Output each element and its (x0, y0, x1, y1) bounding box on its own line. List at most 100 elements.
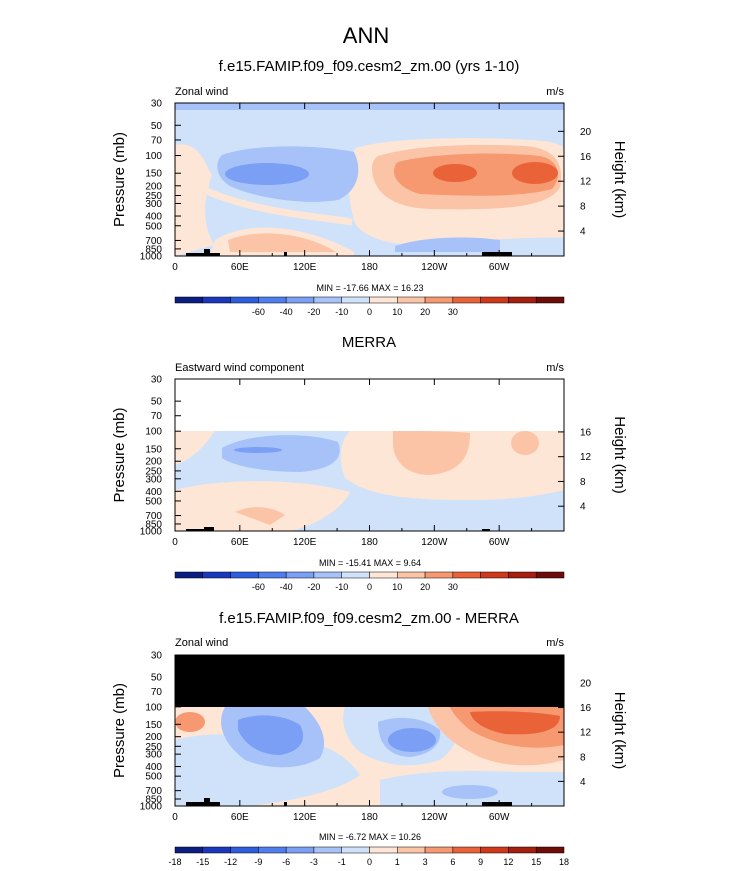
colorbar-swatch (508, 571, 537, 579)
colorbar: -60 -40 -20 -10 0 10 20 30 (174, 296, 565, 317)
colorbar-swatch (230, 846, 259, 854)
negative-contour-core (234, 447, 282, 453)
y-tick-label: 30 (151, 375, 163, 386)
colorbar-swatch (508, 296, 537, 304)
colorbar-swatch (313, 846, 342, 854)
y-tick-label: 250 (145, 742, 162, 753)
y-tick-label: 200 (145, 181, 162, 192)
y-axis-title: Pressure (mb) (111, 683, 128, 778)
y-tick-label: 500 (145, 772, 162, 783)
height-tick-label: 12 (580, 177, 592, 188)
variable-label: Eastward wind component (175, 362, 304, 374)
colorbar-label: -3 (310, 857, 318, 867)
positive-contour-west (175, 431, 215, 465)
y-tick-label: 500 (145, 496, 162, 507)
colorbar-swatch (424, 571, 454, 579)
colorbar-swatch (369, 846, 398, 854)
colorbar-label: 30 (448, 307, 458, 317)
colorbar-label: -20 (307, 582, 320, 592)
min-max-stats: MIN = -6.72 MAX = 10.26 (319, 832, 421, 842)
y-tick-label: 300 (145, 199, 162, 210)
colorbar-swatch (258, 846, 287, 854)
negative-contour-core-west (238, 715, 304, 755)
y-tick-label: 30 (151, 651, 163, 662)
units-label: m/s (546, 362, 564, 374)
colorbar-swatch (174, 846, 204, 854)
positive-contour-arm (198, 184, 353, 226)
colorbar-swatch (313, 571, 342, 579)
colorbar-swatch (313, 296, 342, 304)
colorbar-label: 6 (450, 857, 455, 867)
negative-contour-low-core (442, 785, 498, 799)
panel-title: f.e15.FAMIP.f09_f09.cesm2_zm.00 - MERRA (219, 610, 519, 627)
y-tick-label: 850 (145, 244, 162, 255)
height-tick-label: 16 (580, 152, 592, 163)
y-tick-label: 100 (145, 151, 162, 162)
x-tick-label: 120E (293, 262, 317, 273)
colorbar-label: -12 (224, 857, 237, 867)
height-tick-label: 8 (580, 202, 586, 213)
positive-contour-west (175, 712, 205, 732)
panel-title: MERRA (342, 334, 396, 351)
colorbar-label: 20 (420, 307, 430, 317)
panel-difference: f.e15.FAMIP.f09_f09.cesm2_zm.00 - MERRA … (111, 610, 628, 867)
colorbar-label: 20 (420, 582, 430, 592)
height-tick-label: 20 (580, 127, 592, 138)
x-tick-label: 60W (489, 262, 510, 273)
colorbar-label: 15 (531, 857, 541, 867)
x-tick-label: 60E (231, 537, 249, 548)
height-tick-label: 4 (580, 502, 586, 513)
colorbar-label: -10 (335, 582, 348, 592)
y-tick-label: 1000 (140, 527, 163, 538)
panel-merra: MERRA Eastward wind component m/s 0 60E 12… (111, 334, 628, 592)
height-tick-label: 4 (580, 227, 586, 238)
y2-axis-title: Height (km) (611, 416, 628, 494)
height-tick-label: 20 (580, 678, 592, 689)
contour-field (175, 103, 564, 256)
masked-region (175, 655, 564, 707)
y-tick-label: 50 (151, 672, 163, 683)
topography-small (284, 252, 287, 256)
positive-contour-west (175, 144, 214, 256)
y-tick-label: 1000 (140, 802, 163, 813)
y-axis-title: Pressure (mb) (111, 407, 128, 502)
height-tick-label: 12 (580, 452, 592, 463)
y-tick-label: 70 (151, 411, 163, 422)
colorbar-swatch (480, 571, 509, 579)
colorbar-swatch (535, 846, 565, 854)
y-tick-label: 100 (145, 702, 162, 713)
topography-small (284, 802, 287, 806)
colorbar-swatch (174, 296, 204, 304)
colorbar-swatch (535, 571, 565, 579)
colorbar-swatch (341, 296, 370, 304)
x-tick-label: 0 (172, 537, 178, 548)
negative-contour-core (225, 163, 309, 185)
units-label: m/s (546, 637, 564, 649)
y-tick-label: 200 (145, 732, 162, 743)
y-tick-label: 250 (145, 466, 162, 477)
y-tick-label: 500 (145, 221, 162, 232)
y-tick-label: 400 (145, 212, 162, 223)
colorbar: -60 -40 -20 -10 0 10 20 30 (174, 571, 565, 592)
x-tick-label: 60W (489, 537, 510, 548)
positive-contour-lower-left-inner (228, 233, 336, 252)
topography-africa (186, 798, 220, 806)
x-tick-label: 60E (231, 812, 249, 823)
positive-contour-lower-left-inner (235, 507, 285, 525)
x-tick-label: 0 (172, 812, 178, 823)
height-tick-label: 16 (580, 703, 592, 714)
colorbar-swatch (174, 571, 204, 579)
height-tick-label: 8 (580, 477, 586, 488)
positive-contour-core-east (511, 431, 539, 455)
colorbar: -18 -15 -12 -9 -6 -3 -1 0 1 3 6 9 12 15 18 (168, 846, 569, 867)
y-tick-label: 150 (145, 720, 162, 731)
height-tick-label: 12 (580, 728, 592, 739)
colorbar-swatch (341, 571, 370, 579)
positive-contour-core-west (393, 431, 470, 475)
colorbar-swatch (230, 571, 259, 579)
height-tick-label: 8 (580, 752, 586, 763)
y-tick-label: 150 (145, 444, 162, 455)
y-tick-label: 100 (145, 427, 162, 438)
